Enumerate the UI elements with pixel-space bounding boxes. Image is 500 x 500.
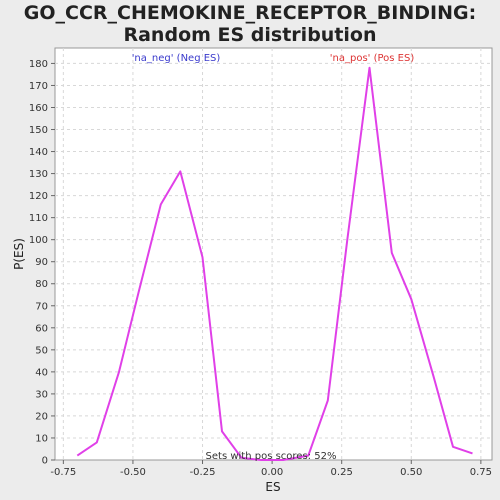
y-axis-label: P(ES) bbox=[12, 238, 26, 270]
x-tick-label: 0.50 bbox=[400, 467, 422, 478]
y-axis: 0 10 20 30 40 50 60 70 80 90 100 110 120 130 140 150 160… bbox=[29, 59, 55, 467]
y-tick-label: 0 bbox=[42, 456, 48, 467]
y-tick-label: 20 bbox=[35, 411, 48, 422]
x-tick-label: -0.50 bbox=[120, 467, 146, 478]
y-tick-label: 80 bbox=[35, 279, 48, 290]
x-tick-label: -0.25 bbox=[190, 467, 216, 478]
x-axis-label: ES bbox=[265, 480, 280, 494]
y-tick-label: 70 bbox=[35, 301, 48, 312]
y-tick-label: 30 bbox=[35, 389, 48, 400]
y-tick-label: 120 bbox=[29, 191, 48, 202]
y-tick-label: 160 bbox=[29, 103, 48, 114]
y-tick-label: 130 bbox=[29, 169, 48, 180]
annotation-bottom: Sets with pos scores: 52% bbox=[206, 451, 337, 462]
grid bbox=[55, 48, 492, 460]
series-layer bbox=[76, 66, 473, 461]
y-tick-label: 40 bbox=[35, 367, 48, 378]
y-tick-label: 170 bbox=[29, 81, 48, 92]
series-line bbox=[76, 66, 473, 461]
y-tick-label: 10 bbox=[35, 433, 48, 444]
y-tick-label: 100 bbox=[29, 235, 48, 246]
x-tick-label: 0.75 bbox=[470, 467, 492, 478]
y-tick-label: 90 bbox=[35, 257, 48, 268]
annotation-pos: 'na_pos' (Pos ES) bbox=[330, 53, 415, 64]
y-tick-label: 110 bbox=[29, 213, 48, 224]
x-tick-label: 0.25 bbox=[331, 467, 353, 478]
plot-area bbox=[54, 47, 493, 461]
y-tick-label: 180 bbox=[29, 59, 48, 70]
x-tick-label: -0.75 bbox=[50, 467, 76, 478]
y-tick-label: 150 bbox=[29, 125, 48, 136]
x-tick-label: 0.00 bbox=[261, 467, 283, 478]
y-tick-label: 50 bbox=[35, 345, 48, 356]
y-tick-label: 60 bbox=[35, 323, 48, 334]
chart-title: GO_CCR_CHEMOKINE_RECEPTOR_BINDING: Rando… bbox=[23, 2, 477, 46]
x-axis: -0.75 -0.50 -0.25 0.00 0.25 0.50 0.75 bbox=[50, 460, 492, 478]
annotation-neg: 'na_neg' (Neg ES) bbox=[132, 53, 221, 64]
y-tick-label: 140 bbox=[29, 147, 48, 158]
